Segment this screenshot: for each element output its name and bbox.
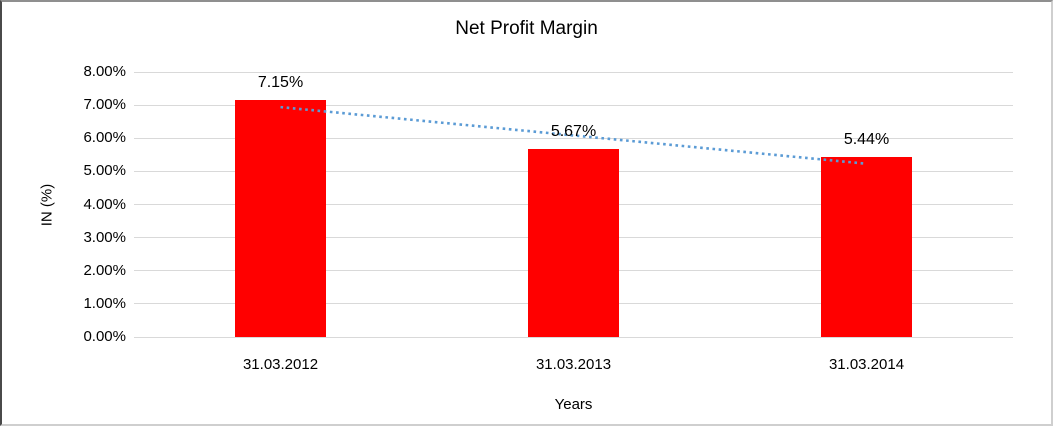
y-tick-label: 4.00% bbox=[83, 195, 126, 213]
y-axis-tick-labels: 0.00% 1.00% 2.00% 3.00% 4.00% 5.00% 6.00% 7.00%… bbox=[2, 64, 126, 345]
bar-31.03.2012 bbox=[235, 100, 326, 337]
bar-value-label: 5.44% bbox=[843, 130, 890, 148]
x-axis-tick-labels: 31.03.2012 31.03.2013 31.03.2014 bbox=[134, 356, 1013, 376]
y-tick-label: 3.00% bbox=[83, 228, 126, 246]
plot-area: 7.15% 5.67% 5.44% bbox=[134, 71, 1013, 338]
x-tick-label: 31.03.2014 bbox=[828, 356, 905, 373]
chart-title: Net Profit Margin bbox=[455, 18, 598, 39]
bar-31.03.2014 bbox=[821, 156, 912, 337]
y-tick-label: 2.00% bbox=[83, 261, 126, 279]
gridline bbox=[134, 71, 1013, 73]
x-tick-label: 31.03.2013 bbox=[535, 356, 612, 373]
gridline bbox=[134, 336, 1013, 338]
y-tick-label: 0.00% bbox=[83, 328, 126, 345]
y-tick-label: 1.00% bbox=[83, 294, 126, 312]
y-tick-label: 8.00% bbox=[83, 63, 126, 80]
bar-value-label: 7.15% bbox=[257, 74, 304, 92]
bar-value-label: 5.67% bbox=[550, 123, 597, 141]
y-tick-label: 5.00% bbox=[83, 162, 126, 180]
gridline bbox=[134, 104, 1013, 106]
y-tick-label: 6.00% bbox=[83, 129, 126, 147]
x-axis-title: Years bbox=[554, 396, 593, 413]
x-tick-label: 31.03.2012 bbox=[242, 356, 319, 373]
bar-31.03.2013 bbox=[528, 149, 619, 337]
y-tick-label: 7.00% bbox=[83, 96, 126, 114]
